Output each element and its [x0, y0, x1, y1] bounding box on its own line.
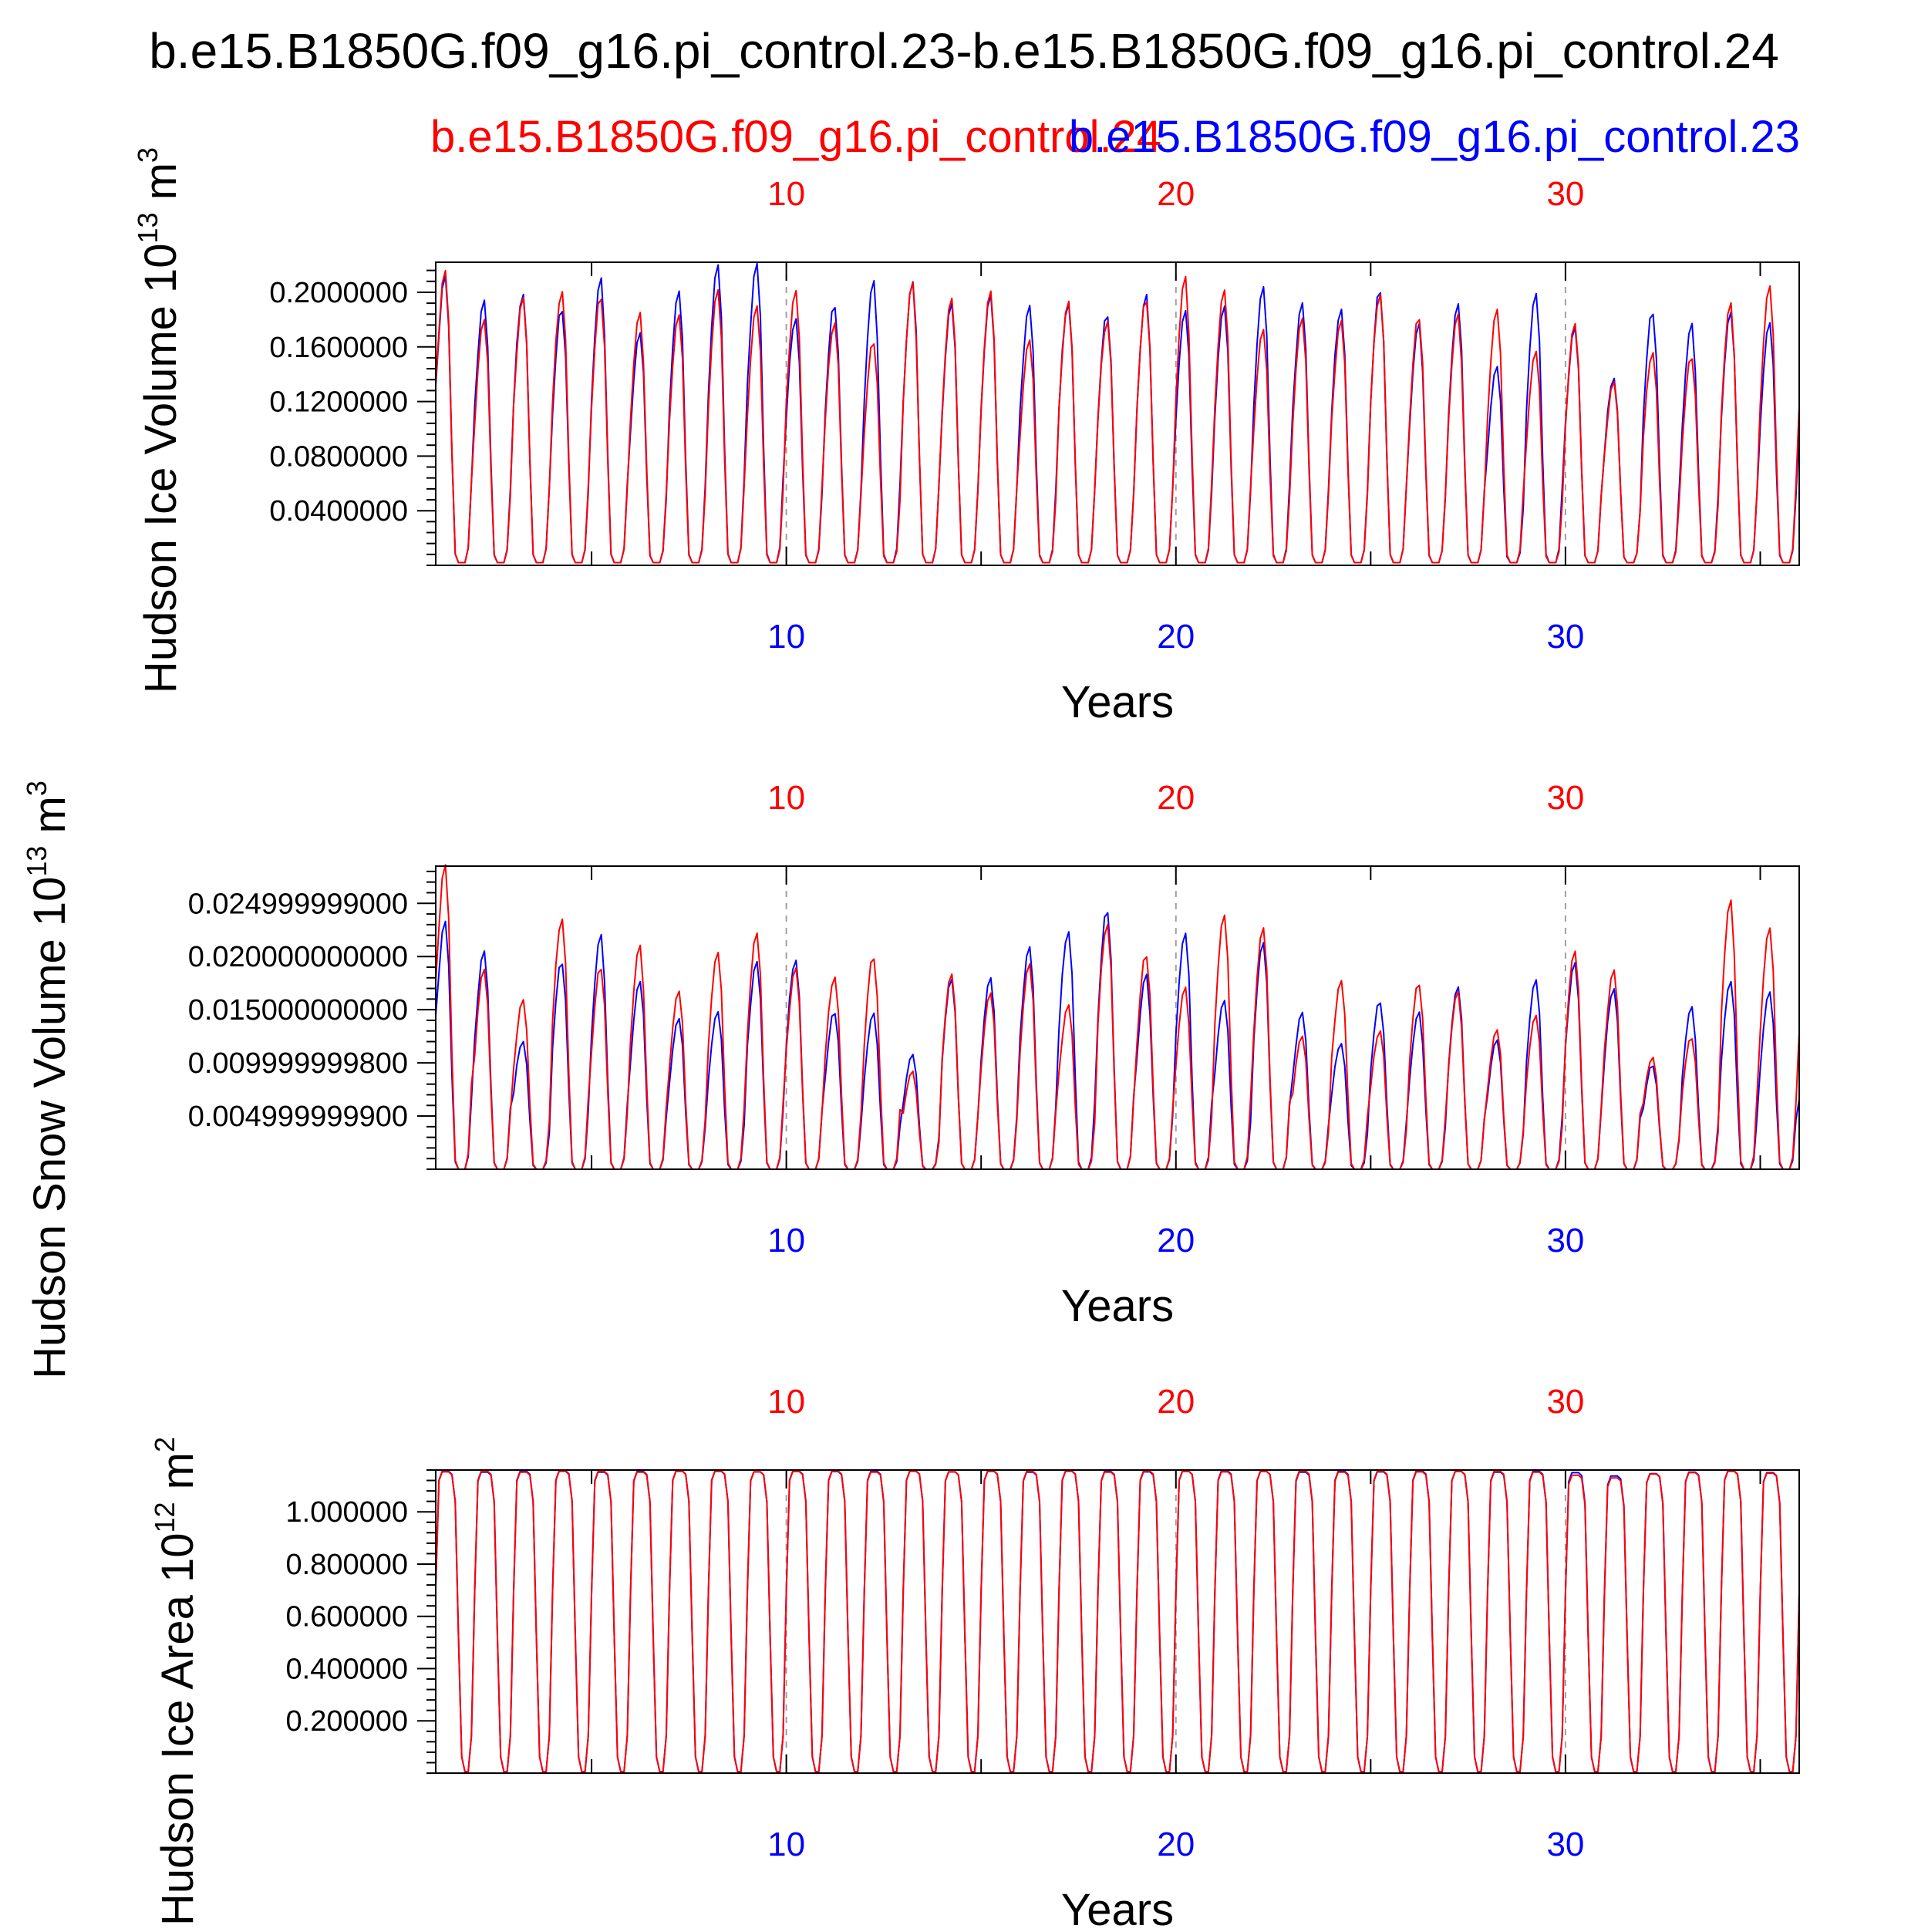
x-tick-label-top: 10 — [767, 1383, 805, 1421]
x-tick-label-bottom: 30 — [1546, 618, 1584, 656]
x-tick-label-top: 20 — [1157, 1383, 1195, 1421]
y-axis-label-unit-exponent: 2 — [149, 1437, 180, 1452]
y-tick-label: 0.400000 — [286, 1653, 409, 1685]
y-axis-label: Hudson Snow Volume 1013 m3 — [21, 781, 75, 1379]
plot-frame — [435, 865, 1800, 1170]
y-axis-label-unit: m — [153, 1452, 203, 1502]
panel-2: 0.004999999900 0.009999999800 0.0150000000… — [21, 779, 1800, 1379]
y-tick-label: 0.800000 — [286, 1549, 409, 1581]
x-tick-label-bottom: 20 — [1157, 1826, 1195, 1863]
legend-blue-label: b.e15.B1850G.f09_g16.pi_control.23 — [1069, 112, 1800, 162]
y-axis-label-unit-exponent: 3 — [21, 781, 52, 796]
x-tick-label-bottom: 10 — [767, 1826, 805, 1863]
x-tick-label-bottom: 10 — [767, 618, 805, 656]
y-tick-label: 0.0400000 — [269, 495, 408, 528]
legend-red-label: b.e15.B1850G.f09_g16.pi_control.24 — [430, 112, 1161, 162]
y-tick-label: 0.1200000 — [269, 386, 408, 419]
y-axis-label-unit-exponent: 3 — [132, 147, 163, 163]
y-axis-label-text: Hudson Ice Area 10 — [153, 1533, 203, 1926]
y-tick-label: 0.600000 — [286, 1601, 409, 1634]
series-line-red — [435, 864, 1800, 1170]
x-tick-label-top: 10 — [767, 175, 805, 213]
y-axis-label: Hudson Ice Area 1012 m2 — [149, 1437, 203, 1926]
x-axis-label: Years — [1061, 1281, 1174, 1331]
y-axis-label-unit: m — [136, 163, 186, 212]
figure-title: b.e15.B1850G.f09_g16.pi_control.23-b.e15… — [149, 23, 1779, 79]
series-line-red — [435, 1470, 1800, 1773]
x-tick-label-bottom: 30 — [1546, 1826, 1584, 1863]
y-axis-label-unit: m — [25, 796, 75, 845]
x-tick-label-top: 30 — [1546, 1383, 1584, 1421]
y-tick-label: 0.004999999900 — [188, 1101, 408, 1133]
y-tick-label: 0.009999999800 — [188, 1047, 408, 1080]
y-tick-label: 0.0800000 — [269, 440, 408, 473]
x-tick-label-bottom: 10 — [767, 1222, 805, 1259]
y-tick-label: 0.020000000000 — [188, 941, 408, 973]
x-tick-label-top: 20 — [1157, 175, 1195, 213]
y-axis-label-text: Hudson Ice Volume 10 — [136, 243, 186, 693]
x-tick-label-top: 20 — [1157, 779, 1195, 817]
x-tick-label-top: 30 — [1546, 175, 1584, 213]
y-axis-label-exponent: 13 — [132, 212, 163, 243]
y-axis-label-text: Hudson Snow Volume 10 — [25, 877, 75, 1379]
x-tick-label-bottom: 20 — [1157, 1222, 1195, 1259]
x-tick-label-top: 10 — [767, 779, 805, 817]
plot-frame — [435, 1469, 1800, 1774]
x-axis-label: Years — [1061, 677, 1174, 727]
x-axis-label: Years — [1061, 1885, 1174, 1928]
y-tick-label: 0.2000000 — [269, 277, 408, 309]
y-tick-label: 0.1600000 — [269, 332, 408, 364]
y-tick-label: 0.200000 — [286, 1705, 409, 1738]
y-axis-label-exponent: 12 — [149, 1502, 180, 1532]
y-axis-label: Hudson Ice Volume 1013 m3 — [132, 147, 186, 693]
y-tick-label: 0.024999999000 — [188, 888, 408, 920]
y-tick-label: 0.015000000000 — [188, 994, 408, 1027]
plot-frame — [435, 261, 1800, 566]
series-line-red — [435, 269, 1800, 564]
panel-1: 0.0400000 0.0800000 0.1200000 0.1600000 0.20… — [132, 147, 1800, 727]
x-tick-label-bottom: 30 — [1546, 1222, 1584, 1259]
y-axis-label-exponent: 13 — [21, 846, 52, 877]
series-line-blue — [435, 262, 1800, 564]
x-tick-label-top: 30 — [1546, 779, 1584, 817]
x-tick-label-bottom: 20 — [1157, 618, 1195, 656]
y-tick-label: 1.000000 — [286, 1496, 409, 1529]
panel-3: 0.200000 0.400000 0.600000 0.800000 1.000000… — [149, 1383, 1800, 1932]
